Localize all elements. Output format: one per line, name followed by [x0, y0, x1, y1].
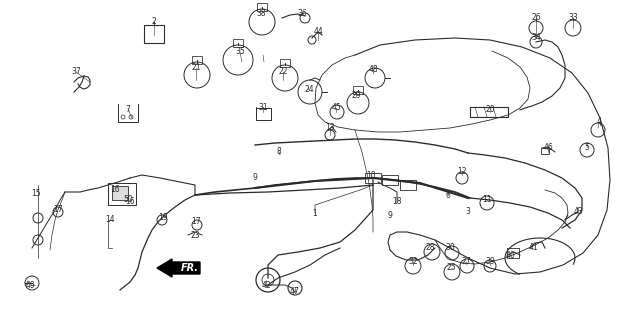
Text: 40: 40 [505, 251, 515, 260]
Text: 6: 6 [446, 190, 451, 199]
Bar [353, 86, 363, 94]
Text: 17: 17 [191, 218, 201, 227]
Text: 3: 3 [466, 207, 470, 217]
Bar [192, 56, 202, 64]
Bar [280, 59, 290, 67]
Text: 30: 30 [445, 244, 455, 252]
Text: 22: 22 [278, 68, 288, 76]
Text: 28: 28 [425, 243, 434, 252]
Text: 49: 49 [25, 281, 35, 290]
Text: 2: 2 [151, 18, 156, 27]
Text: FR.: FR. [181, 263, 199, 273]
Bar [108, 183, 136, 205]
Text: 17: 17 [53, 205, 63, 214]
Text: 24: 24 [304, 85, 314, 94]
Text: 1: 1 [312, 209, 317, 218]
Text: 21: 21 [192, 63, 201, 73]
Text: 34: 34 [531, 34, 541, 43]
Text: 35: 35 [235, 47, 245, 57]
Text: 23: 23 [190, 230, 200, 239]
Text: 5: 5 [585, 142, 590, 151]
Text: 9: 9 [252, 173, 257, 182]
Bar [541, 148, 549, 154]
FancyArrow shape [157, 259, 200, 277]
Text: 7: 7 [126, 105, 130, 114]
Text: 12: 12 [457, 166, 467, 175]
Text: 42: 42 [261, 281, 271, 290]
Bar [507, 248, 519, 258]
Bar [112, 186, 128, 200]
Text: 31: 31 [258, 102, 268, 111]
Text: 33: 33 [568, 13, 578, 22]
Text: 9: 9 [387, 211, 393, 220]
Text: 48: 48 [368, 66, 378, 75]
Text: 13: 13 [325, 123, 335, 132]
Text: 29: 29 [351, 92, 361, 100]
Text: 50: 50 [123, 196, 133, 204]
Text: 20: 20 [485, 106, 495, 115]
Bar [256, 108, 271, 120]
Text: 10: 10 [366, 171, 376, 180]
Text: 43: 43 [573, 207, 583, 217]
Bar [470, 107, 508, 117]
Bar [400, 180, 416, 190]
Text: 16: 16 [125, 197, 135, 206]
Text: 32: 32 [408, 258, 418, 267]
Text: 38: 38 [256, 10, 266, 19]
Text: 18: 18 [393, 197, 402, 206]
Bar [233, 39, 243, 47]
Text: 27: 27 [461, 258, 471, 267]
Text: 19: 19 [158, 213, 168, 222]
Text: 45: 45 [331, 103, 341, 113]
Text: 39: 39 [485, 258, 495, 267]
Text: 36: 36 [297, 10, 307, 19]
Text: 26: 26 [531, 13, 541, 22]
Text: 44: 44 [313, 28, 323, 36]
Text: 46: 46 [543, 142, 553, 151]
Bar [382, 175, 398, 185]
Text: 41: 41 [528, 244, 538, 252]
Bar [365, 173, 381, 183]
Text: 8: 8 [277, 148, 281, 156]
Text: 37: 37 [71, 68, 81, 76]
Text: 15: 15 [31, 188, 41, 197]
Text: 25: 25 [446, 263, 456, 273]
Bar [257, 3, 267, 11]
Text: 11: 11 [482, 195, 492, 204]
Text: 47: 47 [290, 287, 300, 297]
Text: 14: 14 [105, 215, 115, 225]
Text: 4: 4 [597, 117, 602, 126]
Bar [144, 25, 164, 43]
Text: 16: 16 [110, 186, 120, 195]
